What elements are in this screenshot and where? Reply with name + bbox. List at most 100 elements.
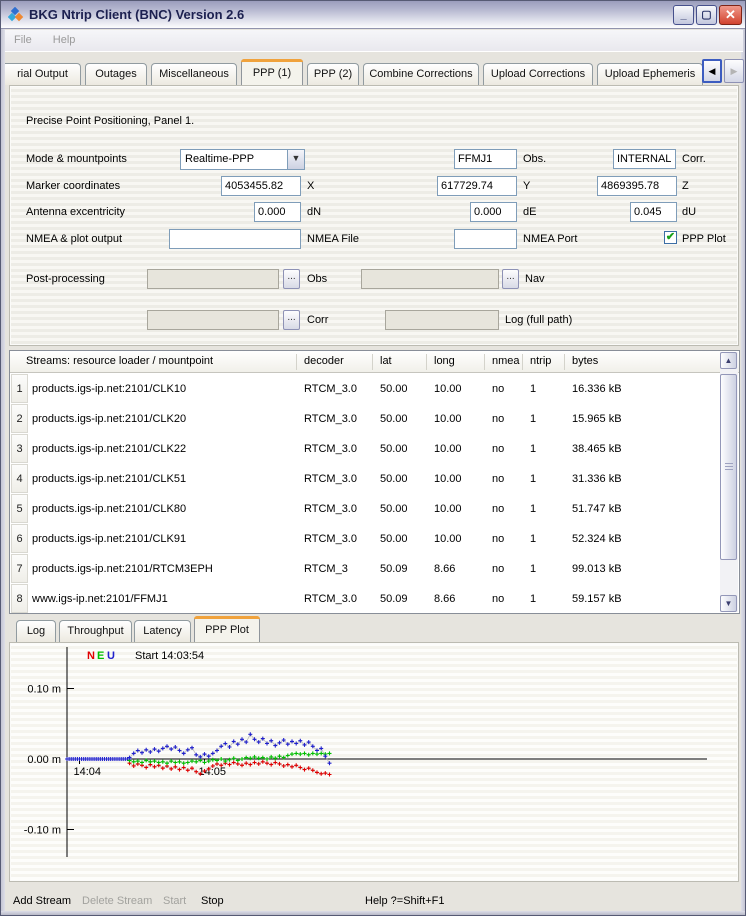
- streams-table: Streams: resource loader / mountpoint de…: [9, 350, 740, 614]
- cell-lat: 50.00: [380, 533, 408, 545]
- marker-z-input[interactable]: [597, 176, 677, 196]
- scrollbar-thumb[interactable]: [720, 374, 737, 560]
- chevron-down-icon[interactable]: ▼: [287, 150, 304, 169]
- cell-lat: 50.00: [380, 383, 408, 395]
- title-bar[interactable]: BKG Ntrip Client (BNC) Version 2.6 _ ▢ ✕: [1, 1, 745, 29]
- cell-mountpoint: products.igs-ip.net:2101/CLK80: [32, 503, 187, 515]
- y-tick-label: 0.10 m: [27, 684, 61, 696]
- tab-ppp-1[interactable]: PPP (1): [241, 59, 303, 85]
- row-number[interactable]: 5: [11, 494, 28, 523]
- menu-file[interactable]: File: [14, 34, 32, 46]
- table-row[interactable]: 5 products.igs-ip.net:2101/CLK80 RTCM_3.0 5…: [10, 494, 720, 524]
- post-corr-browse-button[interactable]: ...: [283, 310, 300, 330]
- series-markers-U: [127, 732, 332, 766]
- tab-log[interactable]: Log: [16, 620, 56, 642]
- cell-ntrip: 1: [530, 563, 537, 575]
- cell-bytes: 52.324 kB: [572, 533, 622, 545]
- post-obs-browse-button[interactable]: ...: [283, 269, 300, 289]
- nmea-file-input[interactable]: [169, 229, 301, 249]
- table-row[interactable]: 8 www.igs-ip.net:2101/FFMJ1 RTCM_3.0 50.09 8…: [10, 584, 720, 614]
- delete-stream-button[interactable]: Delete Stream: [82, 895, 153, 907]
- row-number[interactable]: 3: [11, 434, 28, 463]
- post-processing-label: Post-processing: [26, 273, 105, 285]
- minimize-button[interactable]: _: [673, 5, 694, 25]
- tab-scroll-left-icon[interactable]: ◀: [702, 59, 722, 83]
- settings-tab-bar: rial Output Outages Miscellaneous PPP (1…: [5, 57, 744, 85]
- tab-combine-corrections[interactable]: Combine Corrections: [363, 63, 479, 85]
- cell-lat: 50.00: [380, 473, 408, 485]
- corr-mountpoint-input[interactable]: [613, 149, 676, 169]
- col-decoder: decoder: [304, 355, 344, 367]
- ppp-plot-panel: 0.10 m 0.00 m -0.10 m 14:04 14:05 N E U Start 14…: [9, 642, 739, 882]
- tab-ppp-2[interactable]: PPP (2): [307, 63, 359, 85]
- row-number[interactable]: 7: [11, 554, 28, 583]
- obs-mountpoint-input[interactable]: [454, 149, 517, 169]
- tab-latency[interactable]: Latency: [134, 620, 191, 642]
- table-row[interactable]: 2 products.igs-ip.net:2101/CLK20 RTCM_3.0 5…: [10, 404, 720, 434]
- row-number[interactable]: 6: [11, 524, 28, 553]
- tab-miscellaneous[interactable]: Miscellaneous: [151, 63, 237, 85]
- antenna-de-input[interactable]: [470, 202, 517, 222]
- nmea-port-input[interactable]: [454, 229, 517, 249]
- tab-scroll-right-icon[interactable]: ▶: [724, 59, 744, 83]
- mode-dropdown[interactable]: Realtime-PPP ▼: [180, 149, 305, 170]
- cell-bytes: 38.465 kB: [572, 443, 622, 455]
- marker-y-input[interactable]: [437, 176, 517, 196]
- post-nav-input: [361, 269, 499, 289]
- post-obs-input: [147, 269, 279, 289]
- table-row[interactable]: 3 products.igs-ip.net:2101/CLK22 RTCM_3.0 5…: [10, 434, 720, 464]
- post-nav-label: Nav: [525, 273, 545, 285]
- table-row[interactable]: 6 products.igs-ip.net:2101/CLK91 RTCM_3.0 5…: [10, 524, 720, 554]
- legend-U: U: [107, 650, 115, 662]
- scroll-up-icon[interactable]: ▲: [720, 352, 737, 369]
- cell-nmea: no: [492, 593, 505, 605]
- plot-start-label: Start 14:03:54: [135, 650, 204, 662]
- scroll-down-icon[interactable]: ▼: [720, 595, 737, 612]
- cell-ntrip: 1: [530, 503, 537, 515]
- tab-upload-corrections[interactable]: Upload Corrections: [483, 63, 593, 85]
- cell-bytes: 99.013 kB: [572, 563, 622, 575]
- close-button[interactable]: ✕: [719, 5, 742, 25]
- tab-ppp-plot[interactable]: PPP Plot: [194, 616, 260, 642]
- nmea-file-label: NMEA File: [307, 233, 359, 245]
- tab-serial-output[interactable]: rial Output: [5, 63, 81, 85]
- ppp-plot-checkbox[interactable]: ✔: [664, 231, 677, 244]
- table-row[interactable]: 1 products.igs-ip.net:2101/CLK10 RTCM_3.0 5…: [10, 374, 720, 404]
- ppp-plot-checkbox-label: PPP Plot: [682, 233, 726, 245]
- series-markers-U-init: [65, 757, 132, 761]
- menu-bar: File Help: [5, 30, 743, 52]
- cell-lat: 50.09: [380, 593, 408, 605]
- x-tick-label: 14:05: [198, 766, 226, 778]
- cell-ntrip: 1: [530, 533, 537, 545]
- antenna-dn-label: dN: [307, 206, 322, 218]
- maximize-button[interactable]: ▢: [696, 5, 717, 25]
- row-number[interactable]: 1: [11, 374, 28, 403]
- y-tick-label: -0.10 m: [24, 825, 61, 837]
- stop-button[interactable]: Stop: [201, 895, 224, 907]
- scrollbar-grip: [725, 463, 733, 471]
- series-markers-E: [127, 751, 332, 766]
- menu-help[interactable]: Help: [52, 34, 76, 46]
- add-stream-button[interactable]: Add Stream: [13, 895, 72, 907]
- post-log-label: Log (full path): [505, 314, 573, 326]
- tab-upload-ephemeris[interactable]: Upload Ephemeris: [597, 63, 703, 85]
- post-nav-browse-button[interactable]: ...: [502, 269, 519, 289]
- table-scrollbar[interactable]: ▲ ▼: [720, 352, 738, 612]
- table-row[interactable]: 7 products.igs-ip.net:2101/RTCM3EPH RTCM_3…: [10, 554, 720, 584]
- marker-x-input[interactable]: [221, 176, 301, 196]
- antenna-dn-input[interactable]: [254, 202, 301, 222]
- antenna-du-input[interactable]: [630, 202, 677, 222]
- tab-throughput[interactable]: Throughput: [59, 620, 132, 642]
- tab-outages[interactable]: Outages: [85, 63, 147, 85]
- y-tick-label: 0.00 m: [27, 754, 61, 766]
- table-row[interactable]: 4 products.igs-ip.net:2101/CLK51 RTCM_3.0 5…: [10, 464, 720, 494]
- cell-long: 10.00: [434, 383, 462, 395]
- start-button[interactable]: Start: [163, 895, 187, 907]
- row-number[interactable]: 4: [11, 464, 28, 493]
- row-number[interactable]: 8: [11, 584, 28, 613]
- row-number[interactable]: 2: [11, 404, 28, 433]
- cell-long: 8.66: [434, 593, 456, 605]
- cell-nmea: no: [492, 473, 505, 485]
- x-tick-label: 14:04: [73, 766, 101, 778]
- streams-table-header: Streams: resource loader / mountpoint de…: [10, 351, 739, 373]
